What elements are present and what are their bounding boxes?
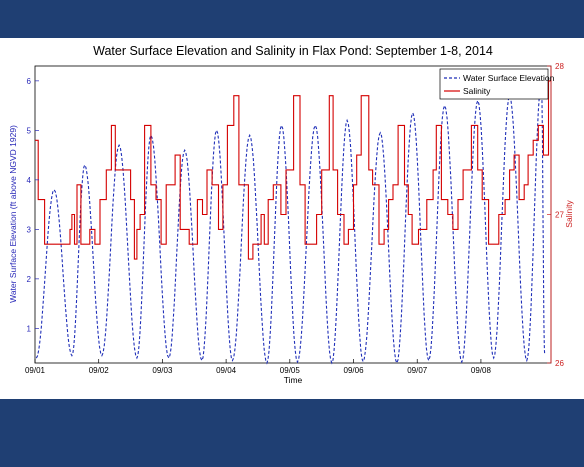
y-right-tick-label: 26: [555, 359, 564, 368]
y-right-tick-label: 28: [555, 62, 564, 71]
legend-label-elevation: Water Surface Elevation: [463, 73, 555, 83]
line-chart: Water Surface Elevation and Salinity in …: [8, 44, 574, 385]
series-line-elevation: [35, 80, 546, 365]
x-tick-label: 09/07: [407, 366, 428, 375]
y-left-tick-label: 3: [27, 225, 32, 234]
y-axis-left-label: Water Surface Elevation (ft above NGVD 1…: [8, 125, 18, 303]
chart-title: Water Surface Elevation and Salinity in …: [93, 44, 493, 58]
y-left-tick-label: 6: [27, 77, 32, 86]
x-tick-label: 09/04: [216, 366, 237, 375]
x-tick-label: 09/01: [25, 366, 46, 375]
y-right-tick-label: 27: [555, 211, 564, 220]
chart-frame: Water Surface Elevation and Salinity in …: [0, 38, 584, 399]
series-layer: [35, 80, 551, 365]
x-tick-label: 09/08: [471, 366, 492, 375]
y-axis-right-label: Salinity: [564, 200, 574, 228]
y-left-tick-label: 4: [27, 176, 32, 185]
legend: Water Surface Elevation Salinity: [439, 68, 555, 100]
series-line-salinity: [35, 80, 551, 260]
x-tick-label: 09/03: [152, 366, 173, 375]
y-left-tick-label: 5: [27, 126, 32, 135]
axis-layer: 09/01 09/02 09/03 09/04 09/05 09/06 09/07 09/08…: [25, 62, 564, 375]
x-tick-label: 09/06: [344, 366, 365, 375]
x-tick-label: 09/05: [280, 366, 301, 375]
legend-box: [439, 68, 549, 100]
y-left-tick-label: 2: [27, 275, 32, 284]
legend-label-salinity: Salinity: [463, 86, 491, 96]
x-tick-label: 09/02: [89, 366, 110, 375]
y-left-tick-label: 1: [27, 324, 32, 333]
x-axis-label: Time: [284, 375, 303, 385]
